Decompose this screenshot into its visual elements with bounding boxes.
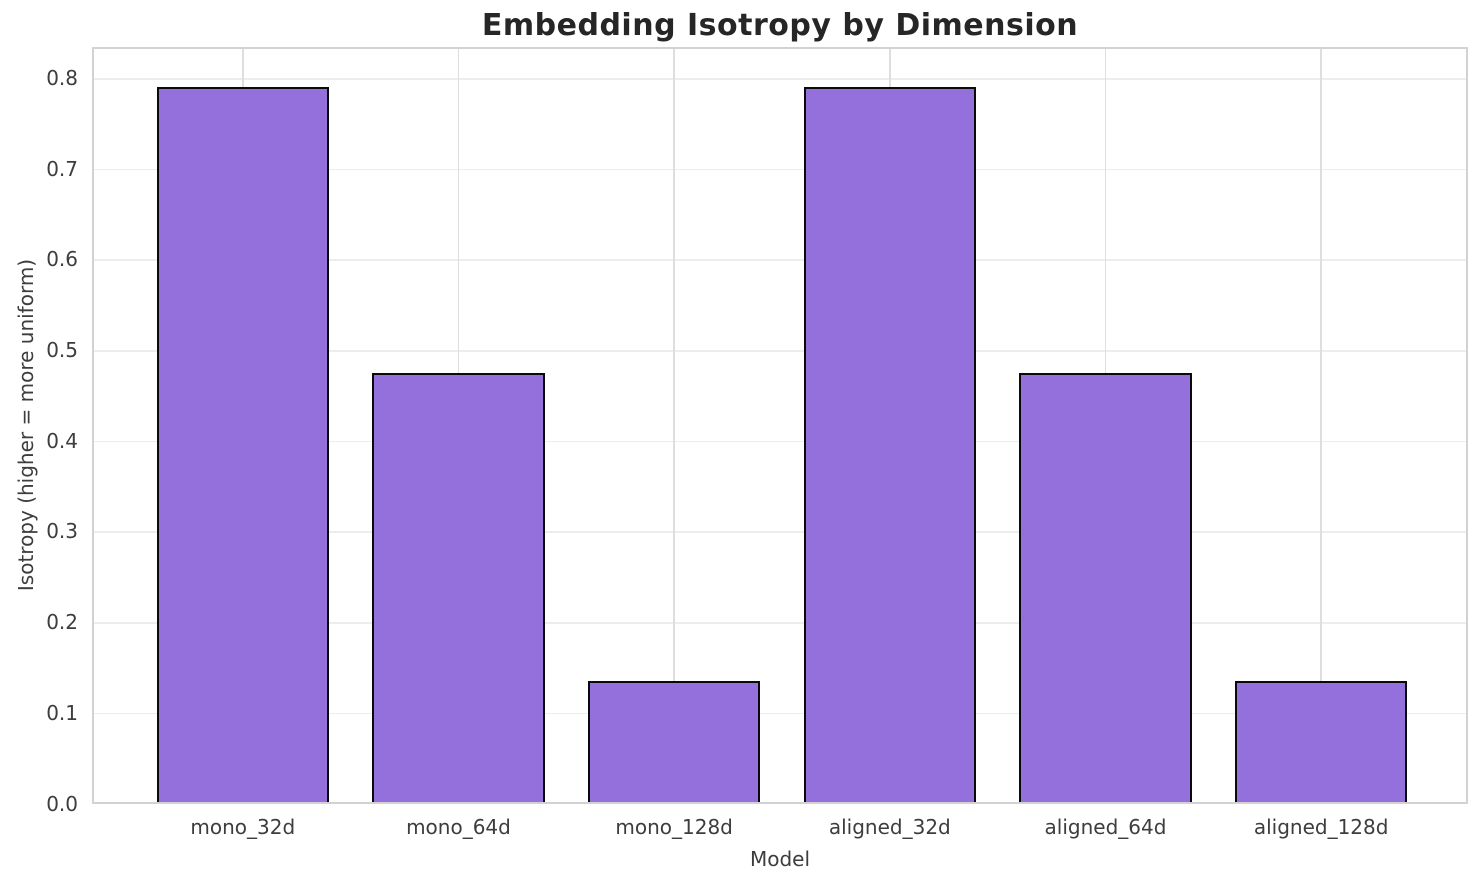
- bar-aligned_32d: [803, 87, 977, 802]
- chart-title: Embedding Isotropy by Dimension: [481, 8, 1079, 43]
- y-tick-label-0.4: 0.4: [46, 428, 78, 453]
- gridline-y-0.5: [94, 350, 1466, 352]
- x-tick-label-mono_32d: mono_32d: [190, 815, 296, 839]
- y-tick-label-0.1: 0.1: [46, 700, 78, 725]
- plot-area: [92, 47, 1468, 804]
- x-tick-label-mono_64d: mono_64d: [406, 815, 511, 839]
- bar-mono_32d: [156, 87, 330, 802]
- gridline-y-0.3: [94, 531, 1466, 533]
- y-tick-label-0.8: 0.8: [46, 66, 78, 91]
- y-tick-label-0.6: 0.6: [46, 247, 78, 272]
- bar-mono_128d: [587, 681, 761, 802]
- gridline-y-0.6: [94, 259, 1466, 261]
- x-tick-label-aligned_128d: aligned_128d: [1253, 815, 1389, 839]
- gridline-y-0.4: [94, 440, 1466, 443]
- bar-aligned_128d: [1234, 681, 1408, 802]
- y-tick-label-0.3: 0.3: [46, 519, 78, 544]
- bar-aligned_64d: [1019, 372, 1192, 802]
- gridline-x-mono_128d: [673, 49, 675, 802]
- bar-mono_64d: [372, 372, 545, 802]
- x-tick-label-aligned_32d: aligned_32d: [828, 815, 951, 839]
- x-axis-label: Model: [749, 847, 811, 871]
- x-tick-label-aligned_64d: aligned_64d: [1044, 815, 1167, 839]
- y-tick-label-0.5: 0.5: [46, 338, 78, 363]
- gridline-x-aligned_128d: [1320, 49, 1322, 802]
- gridline-y-0.2: [94, 622, 1466, 624]
- gridline-y-0.8: [94, 78, 1466, 80]
- y-tick-label-0.0: 0.0: [46, 791, 78, 816]
- y-tick-label-0.2: 0.2: [46, 610, 78, 635]
- gridline-y-0.1: [94, 712, 1466, 715]
- gridline-y-0.7: [94, 168, 1466, 171]
- x-tick-label-mono_128d: mono_128d: [615, 815, 733, 839]
- y-tick-label-0.7: 0.7: [46, 156, 78, 181]
